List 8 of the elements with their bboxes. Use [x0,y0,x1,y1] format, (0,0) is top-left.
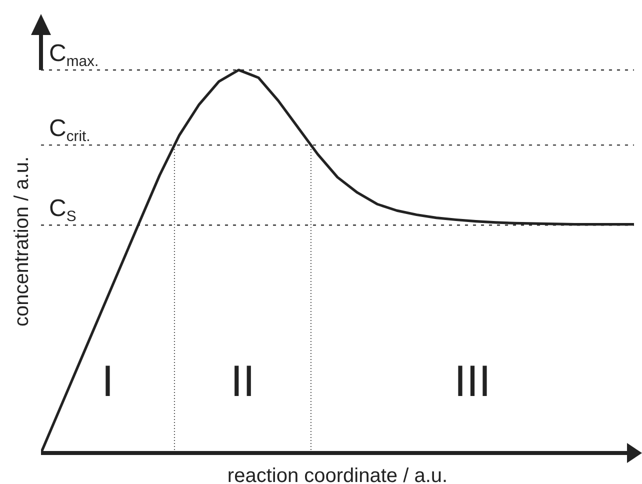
annotation: I [102,356,114,406]
annotation: III [454,356,491,406]
x-axis-title: reaction coordinate / a.u. [227,465,448,484]
ref-line-label: C$_{crit.}$ [49,115,90,145]
y-axis-title: concentration / a.u. [11,156,33,327]
annotation: II [230,356,255,406]
ref-line-label: C$_{S}$ [49,195,76,225]
ref-line-label: C$_{max.}$ [49,40,99,70]
